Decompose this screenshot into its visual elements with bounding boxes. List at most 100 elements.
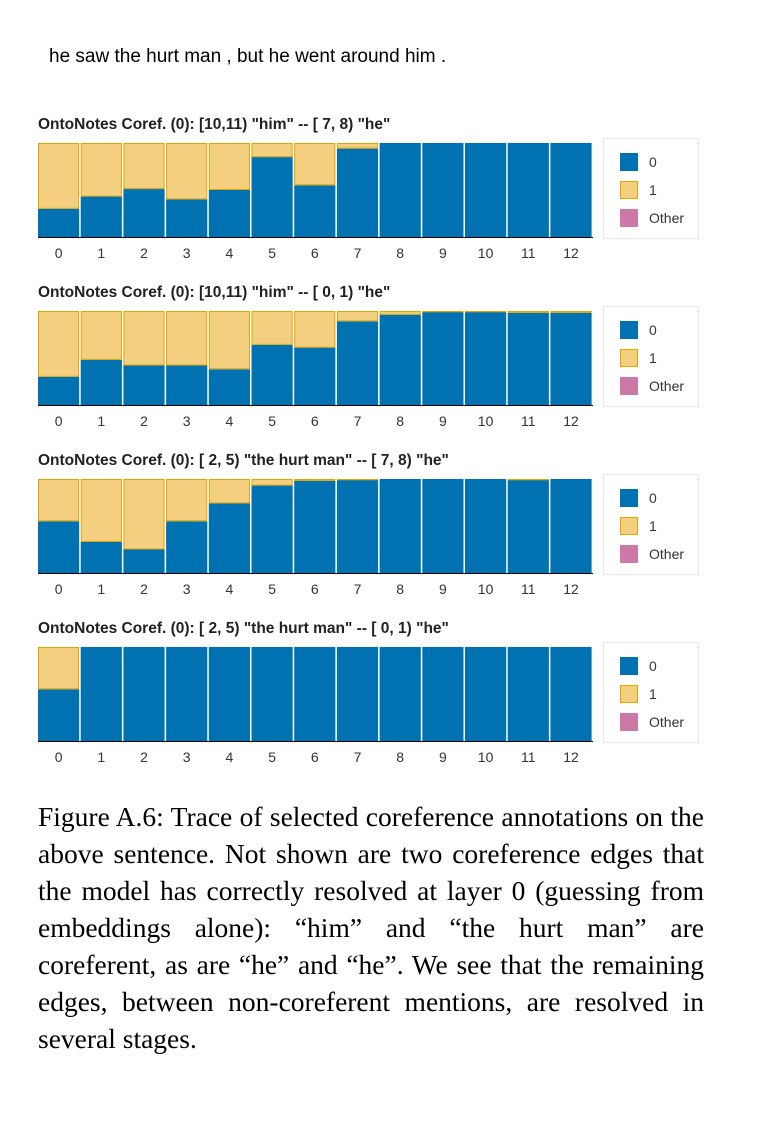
bar-segment-class0-layer-7 bbox=[336, 647, 379, 741]
bar-segment-class0-layer-2 bbox=[123, 549, 165, 573]
stacked-bar-chart: 0 1 2 3 4 5 6 7 8 9 10 11 12 bbox=[38, 311, 594, 429]
legend-item-0: 0 bbox=[620, 656, 657, 676]
x-tick-label: 1 bbox=[97, 413, 105, 429]
legend-swatch-0 bbox=[620, 489, 638, 507]
legend-swatch-1 bbox=[620, 181, 638, 199]
x-tick-label: 11 bbox=[521, 749, 536, 765]
bar-segment-class0-layer-0 bbox=[38, 689, 80, 741]
bar-segment-class0-layer-5 bbox=[251, 157, 293, 237]
legend-swatch-0 bbox=[620, 657, 638, 675]
x-tick-label: 1 bbox=[97, 749, 105, 765]
bar-segment-class1-layer-1 bbox=[80, 479, 122, 542]
x-tick-label: 11 bbox=[521, 413, 536, 429]
bar-segment-class0-layer-12 bbox=[550, 647, 592, 741]
x-tick-label: 5 bbox=[268, 581, 276, 597]
legend-item-0: 0 bbox=[620, 152, 657, 172]
bar-segment-class0-layer-12 bbox=[550, 479, 592, 573]
x-tick-label: 10 bbox=[478, 581, 494, 597]
chart-legend: 0 1 Other bbox=[603, 642, 699, 743]
bar-segment-class0-layer-8 bbox=[379, 143, 421, 237]
bar-segment-class0-layer-6 bbox=[294, 347, 336, 405]
bar-segment-class1-layer-7 bbox=[336, 143, 379, 149]
bar-segment-class0-layer-10 bbox=[465, 311, 507, 405]
bar-segment-class0-layer-11 bbox=[507, 312, 549, 405]
x-tick-label: 3 bbox=[183, 413, 191, 429]
bar-segment-class1-layer-3 bbox=[166, 479, 208, 522]
legend-label-0: 0 bbox=[649, 658, 657, 674]
bar-segment-class0-layer-4 bbox=[208, 503, 250, 573]
bar-segment-class1-layer-1 bbox=[80, 311, 122, 360]
legend-label-1: 1 bbox=[649, 350, 657, 366]
x-tick-label: 6 bbox=[311, 581, 319, 597]
legend-label-other: Other bbox=[649, 714, 685, 730]
legend-swatch-0 bbox=[620, 321, 638, 339]
bar-segment-class0-layer-6 bbox=[294, 647, 336, 741]
legend-label-0: 0 bbox=[649, 154, 657, 170]
bar-segment-class0-layer-6 bbox=[294, 480, 336, 573]
bar-segment-class0-layer-4 bbox=[208, 369, 250, 405]
chart-legend: 0 1 Other bbox=[603, 306, 699, 407]
x-tick-label: 4 bbox=[226, 581, 234, 597]
bar-segment-class0-layer-12 bbox=[550, 312, 592, 405]
chart-panel-2: OntoNotes Coref. (0): [10,11) "him" -- [… bbox=[0, 284, 758, 452]
x-tick-label: 7 bbox=[354, 749, 362, 765]
bar-segment-class1-layer-4 bbox=[208, 143, 251, 190]
legend-label-1: 1 bbox=[649, 182, 657, 198]
bar-segment-class1-layer-4 bbox=[208, 311, 251, 370]
chart-title: OntoNotes Coref. (0): [ 2, 5) "the hurt … bbox=[38, 452, 449, 469]
bar-segment-class0-layer-0 bbox=[38, 376, 80, 405]
legend-item-1: 1 bbox=[620, 516, 657, 536]
x-tick-label: 12 bbox=[563, 749, 579, 765]
legend-swatch-0 bbox=[620, 153, 638, 171]
legend-item-1: 1 bbox=[620, 180, 657, 200]
x-tick-label: 8 bbox=[396, 749, 404, 765]
bar-segment-class0-layer-10 bbox=[465, 479, 507, 573]
x-tick-label: 7 bbox=[354, 581, 362, 597]
bar-segment-class0-layer-1 bbox=[80, 359, 122, 405]
legend-swatch-1 bbox=[620, 517, 638, 535]
bar-segment-class1-layer-6 bbox=[294, 311, 336, 348]
x-tick-label: 3 bbox=[183, 749, 191, 765]
x-tick-label: 8 bbox=[396, 413, 404, 429]
legend-label-1: 1 bbox=[649, 518, 657, 534]
bar-segment-class1-layer-0 bbox=[38, 647, 80, 690]
x-tick-label: 8 bbox=[396, 581, 404, 597]
x-tick-label: 2 bbox=[140, 581, 148, 597]
bar-segment-class0-layer-5 bbox=[251, 647, 293, 741]
bar-segment-class1-layer-0 bbox=[38, 143, 80, 209]
x-tick-label: 1 bbox=[97, 245, 105, 261]
bar-segment-class0-layer-8 bbox=[379, 479, 421, 573]
x-tick-label: 10 bbox=[478, 749, 494, 765]
bar-segment-class1-layer-5 bbox=[251, 143, 293, 158]
bar-segment-class1-layer-6 bbox=[294, 143, 336, 186]
bar-segment-class0-layer-7 bbox=[336, 479, 379, 573]
bar-segment-class0-layer-4 bbox=[208, 190, 250, 237]
bar-segment-class0-layer-9 bbox=[422, 311, 464, 405]
bar-segment-class1-layer-7 bbox=[336, 311, 379, 322]
legend-item-other: Other bbox=[620, 376, 684, 396]
bar-segment-class0-layer-2 bbox=[123, 365, 165, 405]
x-tick-label: 6 bbox=[311, 413, 319, 429]
bar-segment-class1-layer-2 bbox=[123, 311, 165, 366]
x-tick-label: 0 bbox=[55, 245, 63, 261]
bar-segment-class0-layer-9 bbox=[422, 143, 464, 237]
x-tick-label: 6 bbox=[311, 245, 319, 261]
bar-segment-class1-layer-8 bbox=[379, 311, 421, 315]
x-tick-label: 5 bbox=[268, 749, 276, 765]
example-sentence: he saw the hurt man , but he went around… bbox=[49, 46, 447, 67]
x-tick-label: 10 bbox=[478, 245, 494, 261]
stacked-bar-chart: 0 1 2 3 4 5 6 7 8 9 10 11 12 bbox=[38, 647, 594, 765]
bar-segment-class0-layer-1 bbox=[80, 647, 122, 741]
x-tick-label: 9 bbox=[439, 245, 447, 261]
x-tick-label: 3 bbox=[183, 245, 191, 261]
x-tick-label: 2 bbox=[140, 245, 148, 261]
x-tick-label: 12 bbox=[563, 581, 579, 597]
chart-panel-3: OntoNotes Coref. (0): [ 2, 5) "the hurt … bbox=[0, 452, 758, 620]
bar-segment-class1-layer-0 bbox=[38, 479, 80, 522]
bar-segment-class1-layer-0 bbox=[38, 311, 80, 377]
bar-segment-class1-layer-3 bbox=[166, 311, 208, 366]
bar-segment-class0-layer-11 bbox=[507, 143, 549, 237]
legend-item-0: 0 bbox=[620, 320, 657, 340]
bar-segment-class0-layer-12 bbox=[550, 143, 592, 237]
legend-label-other: Other bbox=[649, 210, 685, 226]
